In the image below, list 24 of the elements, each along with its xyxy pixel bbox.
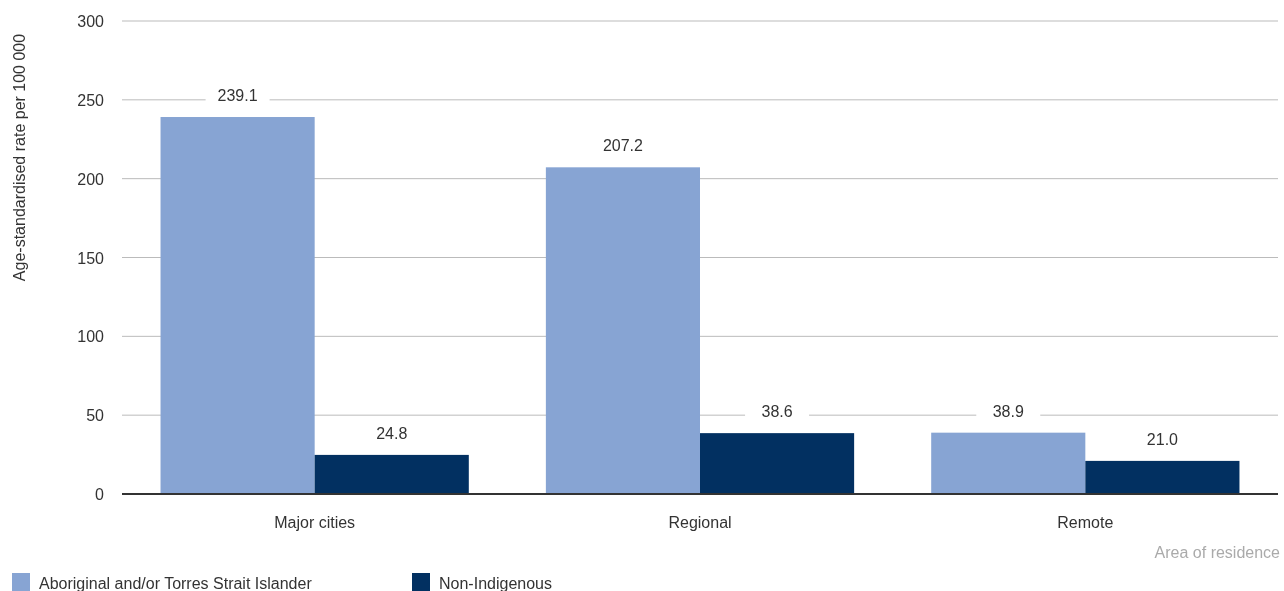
x-tick-label: Major cities [274, 514, 356, 531]
text: 21.0 [1146, 430, 1178, 448]
text: 38.6 [761, 403, 793, 421]
text: 38.9 [992, 402, 1024, 420]
y-tick-label: 250 [77, 91, 105, 109]
x-tick-label: Remote [1057, 514, 1114, 531]
bar [700, 433, 855, 494]
text: 207.2 [602, 137, 643, 155]
x-axis-title: Area of residence [1154, 544, 1281, 561]
y-tick-label: 50 [86, 407, 105, 425]
bar [545, 167, 700, 494]
y-tick-label: 300 [77, 13, 105, 30]
y-tick-label: 100 [77, 328, 105, 346]
x-tick-label: Regional [668, 514, 732, 531]
y-tick-label: 200 [77, 170, 105, 188]
bar [931, 432, 1086, 494]
bar [1085, 460, 1240, 494]
text: 239.1 [217, 87, 258, 105]
bar [314, 454, 469, 494]
y-axis-title: Age-standardised rate per 100 000 [11, 33, 28, 282]
y-tick-label: 150 [77, 249, 105, 267]
text: 24.8 [376, 424, 408, 442]
y-tick-label: 0 [95, 486, 105, 503]
bar [160, 117, 315, 494]
